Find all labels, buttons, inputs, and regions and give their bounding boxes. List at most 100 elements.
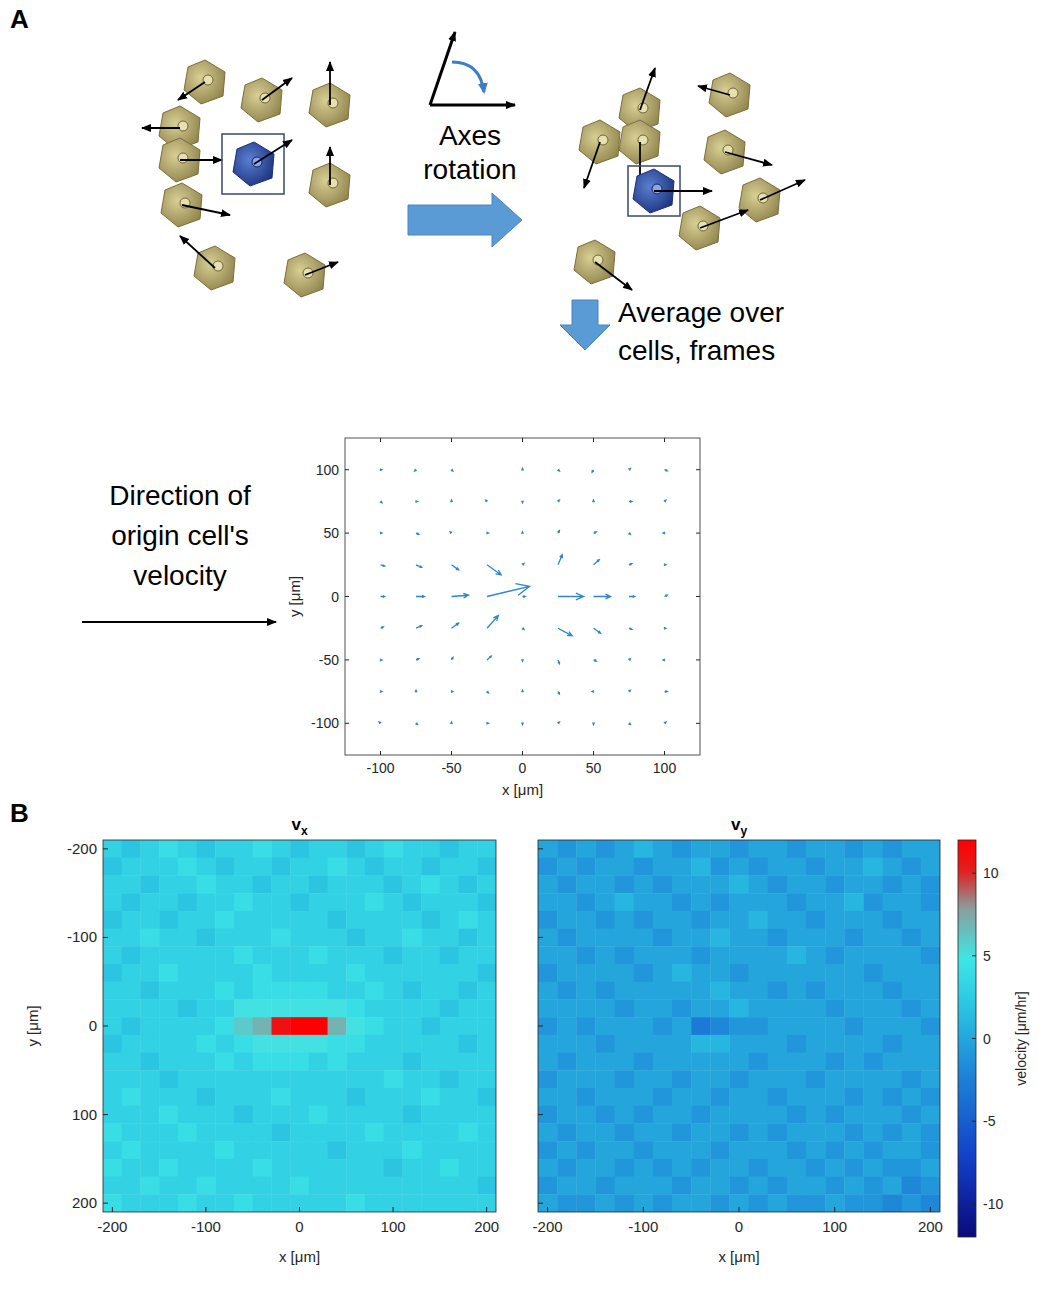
quiver-arrow — [380, 691, 382, 693]
heatmap-cell — [653, 1106, 673, 1124]
heatmap-cell — [844, 1177, 864, 1195]
heatmap-cell — [290, 1088, 309, 1106]
heatmap-cell — [159, 893, 178, 911]
cell — [241, 78, 282, 122]
heatmap-cell — [653, 875, 673, 893]
heatmap-cell — [271, 1035, 290, 1053]
heatmap-cell — [253, 1053, 272, 1071]
heatmap-cell — [902, 1070, 922, 1088]
heatmap-cell — [178, 929, 197, 947]
heatmap-cell — [309, 911, 328, 929]
heatmap-cell — [806, 946, 826, 964]
quiver-arrow-path — [522, 532, 524, 534]
heatmap-cell — [653, 946, 673, 964]
heatmap-cell — [122, 1106, 141, 1124]
heatmap-cell — [921, 875, 940, 893]
heatmap-cell — [253, 929, 272, 947]
heatmap-cell — [459, 840, 478, 858]
heatmap-cell — [271, 1017, 290, 1035]
heatmap-cell — [253, 893, 272, 911]
heatmap-cell — [749, 911, 769, 929]
heatmap-cell — [197, 911, 216, 929]
x-tick — [664, 438, 665, 442]
heatmap-cell — [653, 1194, 673, 1212]
heatmap-cell — [576, 911, 596, 929]
heatmap-cell — [421, 1070, 440, 1088]
heatmap-cell — [806, 1106, 826, 1124]
heatmap-cell — [271, 1070, 290, 1088]
heatmap-cell — [863, 964, 883, 982]
heatmap-cell — [253, 1017, 272, 1035]
velocity-arrow — [329, 62, 331, 105]
heatmap-cell — [290, 964, 309, 982]
cell — [679, 206, 720, 250]
heatmap-cell — [538, 982, 558, 1000]
heatmap-cell — [384, 1123, 403, 1141]
heatmap-cell — [729, 1053, 749, 1071]
y-tick — [696, 469, 700, 470]
heatmap-cell — [140, 946, 159, 964]
heatmap-cell — [595, 1177, 615, 1195]
heatmap-cell — [768, 1106, 788, 1124]
heatmap-cell — [634, 1070, 654, 1088]
heatmap-cell — [309, 1123, 328, 1141]
heatmap-cell — [576, 840, 596, 858]
heatmap-cell — [328, 999, 347, 1017]
velocity-arrow — [254, 140, 292, 164]
heatmap-cell — [290, 840, 309, 858]
heatmap-cell — [825, 946, 845, 964]
heatmap-cell — [122, 1053, 141, 1071]
heatmap-cell — [234, 893, 253, 911]
heatmap-cell — [902, 1035, 922, 1053]
heatmap-cell — [576, 964, 596, 982]
heatmap-cell — [825, 1070, 845, 1088]
heatmap-cell — [825, 893, 845, 911]
heatmap-cell — [538, 840, 558, 858]
heatmap-cell — [159, 911, 178, 929]
heatmap-cell — [576, 1088, 596, 1106]
heatmap-cell — [710, 964, 730, 982]
heatmap-cell — [421, 1088, 440, 1106]
heatmap-cell — [253, 946, 272, 964]
heatmap-cell — [576, 875, 596, 893]
heatmap-cell — [365, 1194, 384, 1212]
heatmap-cell — [271, 1053, 290, 1071]
heatmap-cell — [477, 1141, 496, 1159]
velocity-arrow — [178, 82, 205, 100]
heatmap-cell — [902, 1141, 922, 1159]
heatmap-cell — [159, 929, 178, 947]
quiver-arrow-path — [628, 690, 630, 692]
heatmap-cell — [271, 1194, 290, 1212]
heatmap-cell — [787, 1177, 807, 1195]
heatmap-cell — [595, 911, 615, 929]
heatmap-cell — [634, 840, 654, 858]
heatmap-cell — [459, 1194, 478, 1212]
heatmap-cell — [883, 1053, 903, 1071]
heatmap-cell — [140, 1035, 159, 1053]
heatmap-cell — [710, 929, 730, 947]
heatmap-cell — [806, 1177, 826, 1195]
heatmap-cell — [178, 1159, 197, 1177]
y-tick-label: 50 — [323, 525, 339, 541]
cell — [739, 178, 780, 222]
quiver-arrow-path — [629, 501, 632, 503]
quiver-arrow — [380, 532, 382, 534]
quiver-arrow-path — [663, 659, 665, 661]
heatmap-cell — [459, 893, 478, 911]
heatmap-cell — [234, 1035, 253, 1053]
quiver-arrow — [522, 468, 524, 470]
heatmap-cell — [749, 946, 769, 964]
heatmap-cell — [595, 858, 615, 876]
colorbar — [958, 840, 976, 1237]
heatmap-cell — [440, 982, 459, 1000]
heatmap-cell — [921, 1123, 940, 1141]
heatmap-cell — [844, 1159, 864, 1177]
heatmap-cell — [595, 1088, 615, 1106]
heatmap-cell — [902, 1106, 922, 1124]
heatmap-cell — [346, 1194, 365, 1212]
heatmap-cell — [634, 875, 654, 893]
heatmap-cell — [346, 964, 365, 982]
quiver-arrow-path — [486, 500, 488, 502]
heatmap-cell — [768, 1088, 788, 1106]
heatmap-cell — [140, 982, 159, 1000]
